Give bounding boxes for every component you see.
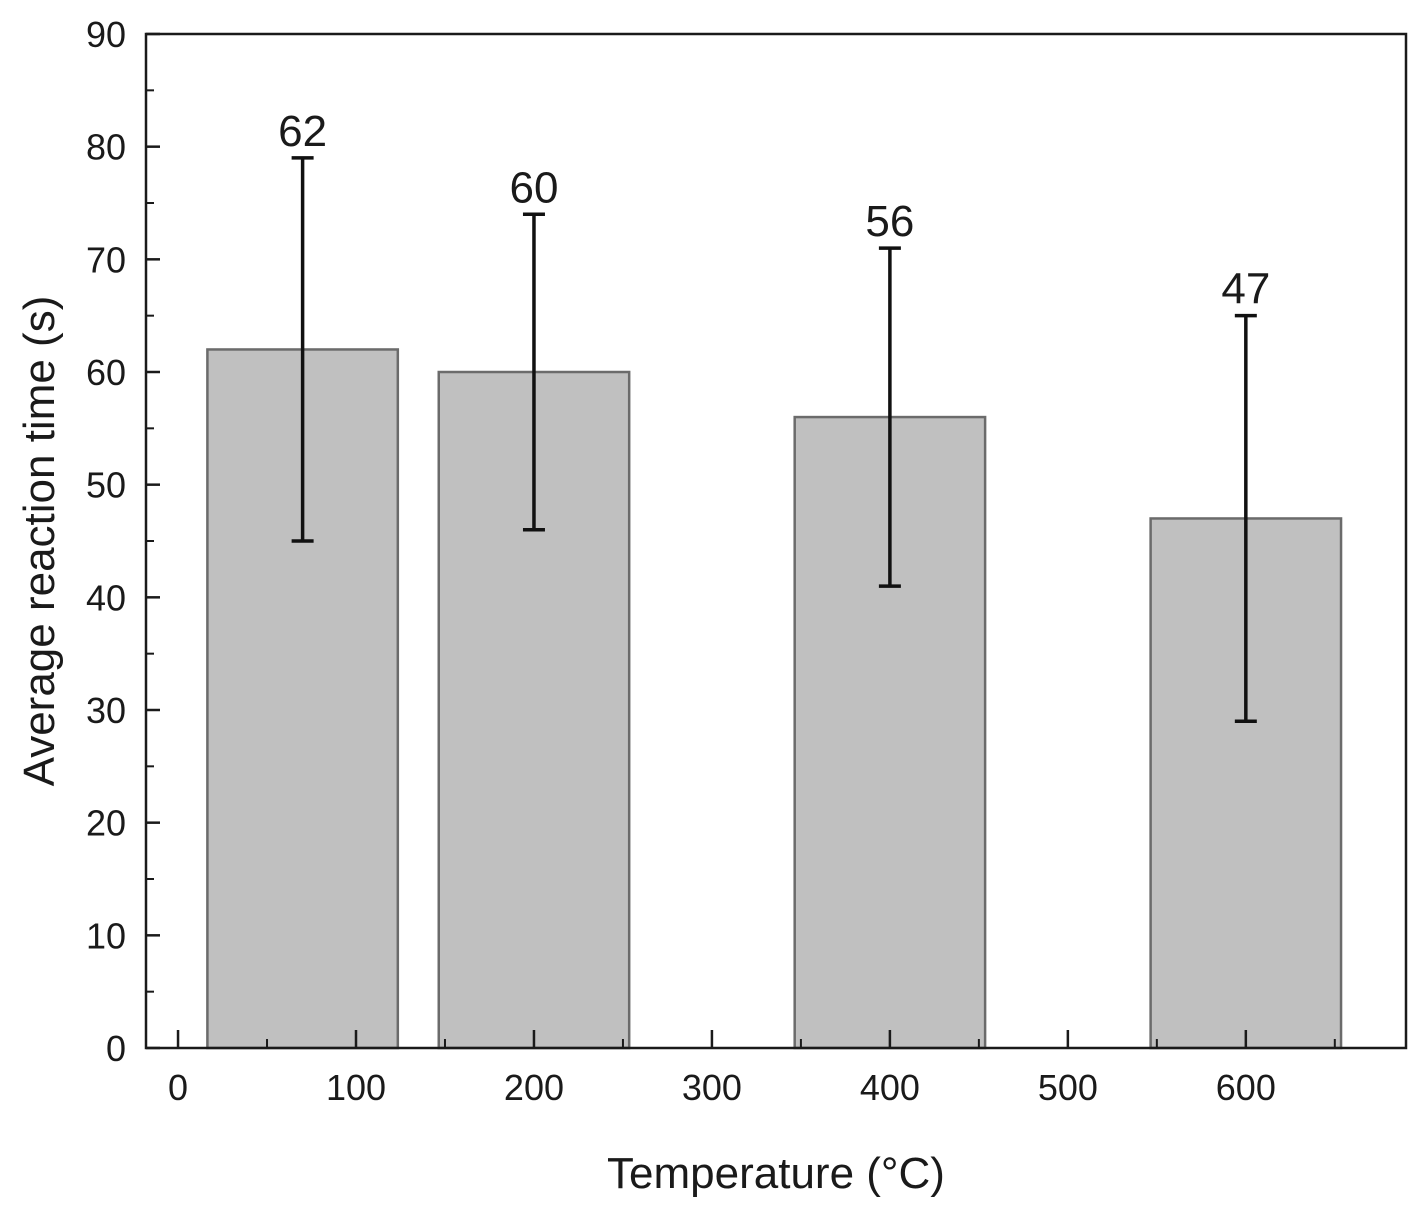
y-tick-label-60: 60: [86, 352, 126, 393]
x-tick-label-500: 500: [1038, 1067, 1098, 1108]
data-labels-layer: 62 60 56 47: [278, 107, 1270, 314]
x-tick-label-200: 200: [504, 1067, 564, 1108]
y-tick-label-90: 90: [86, 14, 126, 55]
y-axis-title: Average reaction time (s): [15, 296, 64, 787]
y-tick-label-40: 40: [86, 577, 126, 618]
y-tick-label-70: 70: [86, 239, 126, 280]
x-axis-title: Temperature (°C): [607, 1149, 945, 1198]
y-tick-label-20: 20: [86, 803, 126, 844]
x-axis: 0 100 200 300 400 500 600: [168, 1030, 1336, 1108]
y-tick-label-50: 50: [86, 465, 126, 506]
data-label-600: 47: [1221, 265, 1270, 314]
x-tick-label-0: 0: [168, 1067, 188, 1108]
y-tick-label-10: 10: [86, 915, 126, 956]
error-bars-layer: [291, 156, 1257, 724]
x-tick-label-100: 100: [326, 1067, 386, 1108]
y-tick-label-0: 0: [106, 1028, 126, 1069]
y-axis: 0 10 20 30 40 50 60 70 80 90: [86, 14, 160, 1069]
data-label-400: 56: [865, 197, 914, 246]
y-tick-label-30: 30: [86, 690, 126, 731]
data-label-70: 62: [278, 107, 327, 156]
y-tick-label-80: 80: [86, 127, 126, 168]
x-tick-label-300: 300: [682, 1067, 742, 1108]
bars-layer: [206, 348, 1343, 1050]
data-label-200: 60: [509, 163, 558, 212]
x-tick-label-400: 400: [860, 1067, 920, 1108]
x-tick-label-600: 600: [1216, 1067, 1276, 1108]
